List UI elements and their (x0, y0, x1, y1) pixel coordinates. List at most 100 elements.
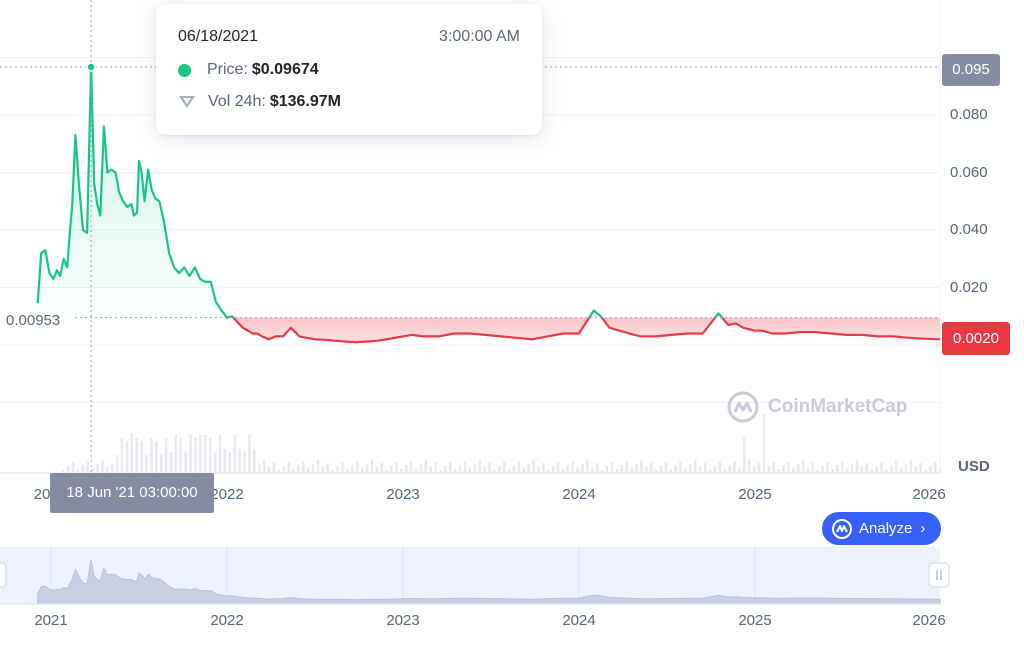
volume-bar (762, 413, 766, 473)
volume-bar (625, 461, 628, 473)
navigator-tick-label: 2024 (562, 612, 596, 629)
volume-bar (654, 470, 658, 473)
tooltip-volume-value: $136.97M (269, 93, 341, 110)
price-line (36, 65, 941, 344)
volume-bar (615, 469, 619, 473)
x-tick-label: 2023 (386, 486, 420, 503)
volume-bar (365, 464, 369, 473)
volume-bar (209, 438, 212, 473)
y-tick-label: 0.020 (950, 279, 988, 296)
volume-bar (169, 452, 173, 473)
volume-bar (414, 468, 418, 473)
volume-bar (120, 438, 124, 473)
price-area-below (722, 317, 940, 340)
volume-bar (733, 461, 736, 473)
analyze-button[interactable]: Analyze › (822, 512, 941, 545)
volume-bar (194, 438, 197, 473)
volume-bar (836, 465, 839, 473)
volume-bar (444, 466, 447, 473)
volume-bar (356, 461, 359, 473)
volume-bar (213, 452, 217, 473)
volume-bar (262, 460, 266, 473)
volume-bar (605, 466, 609, 473)
volume-bar (76, 469, 80, 473)
volume-bar (164, 438, 168, 473)
tooltip-time: 3:00:00 AM (439, 28, 520, 45)
volume-bar (659, 466, 663, 473)
volume-bar (924, 470, 927, 473)
navigator-right-handle[interactable] (928, 562, 950, 588)
volume-bar (458, 465, 462, 473)
volume-bar (522, 468, 525, 473)
watermark-text: CoinMarketCap (768, 396, 908, 417)
volume-bar (218, 435, 222, 473)
volume-bar (233, 435, 236, 473)
volume-bar (326, 463, 329, 473)
high-price-badge: 0.095 (942, 54, 1000, 86)
volume-bar (507, 469, 511, 473)
volume-icon (179, 96, 195, 108)
navigator-left-handle[interactable] (0, 562, 7, 588)
volume-bar (409, 461, 413, 473)
volume-bar (331, 470, 334, 473)
volume-bar (160, 455, 163, 473)
volume-bar (282, 466, 285, 473)
volume-bar (101, 460, 104, 473)
volume-bar (155, 441, 158, 473)
volume-bar (645, 467, 648, 473)
volume-bar (488, 463, 491, 473)
range-navigator (0, 547, 950, 605)
volume-bar (316, 460, 320, 473)
tooltip-price-label: Price: (207, 61, 248, 78)
coinmarketcap-logo-icon (727, 391, 759, 423)
volume-bar (850, 464, 854, 473)
volume-bar (792, 468, 795, 473)
x-tick-label: 2024 (562, 486, 596, 503)
price-area-above (37, 67, 228, 318)
volume-bar (571, 461, 574, 473)
watermark: CoinMarketCap (726, 390, 907, 424)
volume-bar (596, 463, 599, 473)
volume-bar (115, 455, 119, 473)
volume-bar (713, 466, 717, 473)
price-line-above (714, 312, 723, 319)
x-tick-label: 2025 (738, 486, 772, 503)
volume-bar (738, 468, 741, 473)
price-line-above (227, 315, 235, 319)
volume-bar (419, 464, 423, 473)
volume-bar (292, 469, 295, 473)
volume-bar (204, 435, 207, 473)
volume-bar (336, 466, 339, 473)
volume-bar (473, 464, 476, 473)
tooltip-volume-row: Vol 24h: $136.97M (178, 93, 341, 111)
price-line-below (721, 316, 941, 341)
volume-bar (483, 467, 486, 473)
volume-bar (96, 464, 99, 473)
volume-bar (346, 469, 349, 473)
volume-bar (860, 467, 864, 473)
volume-bar (106, 467, 109, 473)
volume-bar (875, 466, 878, 473)
volume-bar (86, 461, 89, 473)
volume-bar (307, 468, 310, 473)
tooltip-volume-label: Vol 24h: (208, 93, 266, 110)
x-tick-label-partial: 20 (33, 486, 51, 503)
y-tick-label: 0.060 (950, 164, 988, 181)
volume-bar (360, 468, 364, 473)
volume-bar (174, 435, 178, 473)
volume-bar (708, 470, 712, 473)
price-area-below (601, 317, 716, 337)
volume-bar (640, 460, 643, 473)
volume-bar (243, 452, 246, 473)
volume-bar (258, 464, 261, 473)
volume-bar (909, 460, 913, 473)
volume-bar (179, 438, 182, 473)
volume-bar (669, 469, 672, 473)
volume-bar (498, 466, 501, 473)
analyze-icon (832, 518, 852, 539)
navigator-tick-label: 2021 (34, 612, 68, 629)
volume-bar (424, 460, 427, 473)
volume-bar (135, 438, 138, 473)
volume-bar (189, 435, 192, 473)
